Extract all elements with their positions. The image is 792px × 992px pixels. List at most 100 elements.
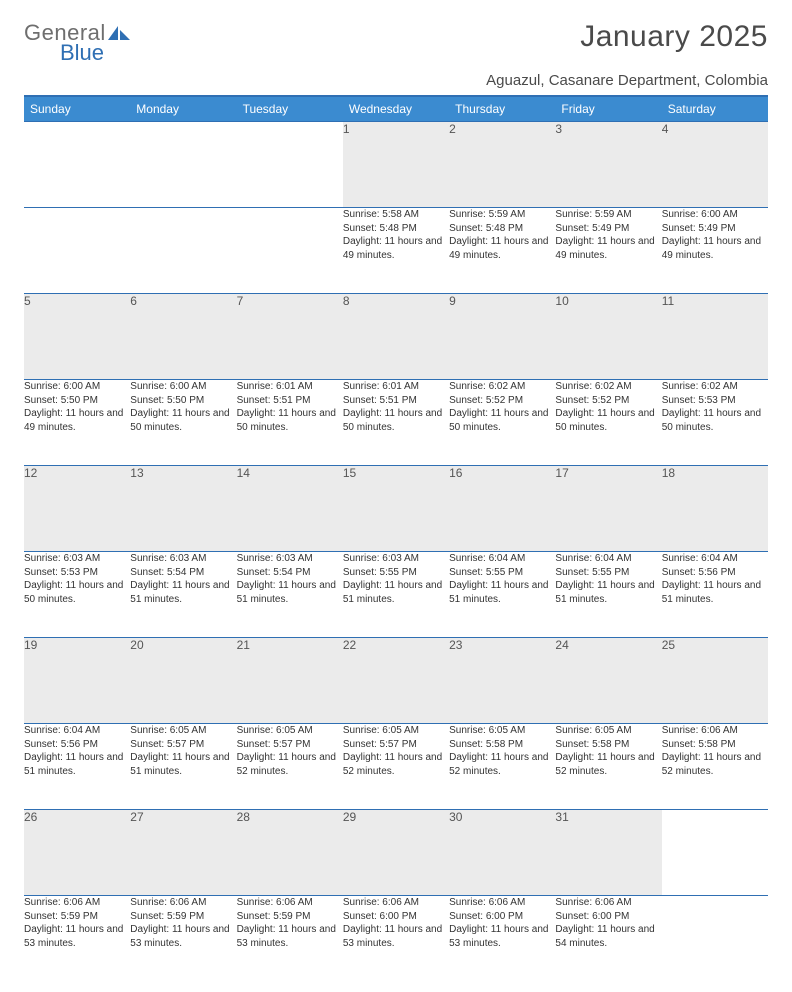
sunrise-line: Sunrise: 5:59 AM: [555, 208, 661, 222]
day-detail-row: Sunrise: 5:58 AMSunset: 5:48 PMDaylight:…: [24, 208, 768, 294]
sunrise-line: Sunrise: 6:06 AM: [24, 896, 130, 910]
daylight-line: Daylight: 11 hours and 50 minutes.: [555, 407, 661, 434]
day-detail-cell: Sunrise: 6:00 AMSunset: 5:49 PMDaylight:…: [662, 208, 768, 294]
day-detail-cell: Sunrise: 5:59 AMSunset: 5:48 PMDaylight:…: [449, 208, 555, 294]
day-number-cell: 21: [237, 638, 343, 724]
daylight-line: Daylight: 11 hours and 53 minutes.: [130, 923, 236, 950]
sunrise-line: Sunrise: 6:05 AM: [130, 724, 236, 738]
day-number-cell: 14: [237, 466, 343, 552]
day-detail-cell: Sunrise: 6:05 AMSunset: 5:57 PMDaylight:…: [237, 724, 343, 810]
day-number-cell: 11: [662, 294, 768, 380]
day-number-cell: 29: [343, 810, 449, 896]
sunrise-line: Sunrise: 6:04 AM: [555, 552, 661, 566]
day-detail-cell: [130, 208, 236, 294]
day-number-cell: 31: [555, 810, 661, 896]
sunrise-line: Sunrise: 6:04 AM: [449, 552, 555, 566]
day-number-cell: 13: [130, 466, 236, 552]
sunrise-line: Sunrise: 6:03 AM: [343, 552, 449, 566]
day-detail-cell: [24, 208, 130, 294]
day-detail-row: Sunrise: 6:04 AMSunset: 5:56 PMDaylight:…: [24, 724, 768, 810]
weekday-header: Friday: [555, 97, 661, 122]
day-number-cell: 17: [555, 466, 661, 552]
daylight-line: Daylight: 11 hours and 50 minutes.: [662, 407, 768, 434]
sunrise-line: Sunrise: 6:00 AM: [662, 208, 768, 222]
daylight-line: Daylight: 11 hours and 52 minutes.: [555, 751, 661, 778]
daylight-line: Daylight: 11 hours and 51 minutes.: [24, 751, 130, 778]
daylight-line: Daylight: 11 hours and 50 minutes.: [449, 407, 555, 434]
sunset-line: Sunset: 5:58 PM: [449, 738, 555, 752]
daylight-line: Daylight: 11 hours and 51 minutes.: [130, 579, 236, 606]
logo-sail-icon: [108, 24, 130, 42]
day-number-cell: 1: [343, 122, 449, 208]
sunset-line: Sunset: 5:55 PM: [449, 566, 555, 580]
day-number-cell: [662, 810, 768, 896]
calendar-table: Sunday Monday Tuesday Wednesday Thursday…: [24, 97, 768, 982]
sunrise-line: Sunrise: 6:05 AM: [343, 724, 449, 738]
day-detail-cell: Sunrise: 5:58 AMSunset: 5:48 PMDaylight:…: [343, 208, 449, 294]
weekday-header: Saturday: [662, 97, 768, 122]
day-number-cell: 15: [343, 466, 449, 552]
logo-text-blue: Blue: [60, 40, 104, 65]
day-number-cell: 24: [555, 638, 661, 724]
daylight-line: Daylight: 11 hours and 53 minutes.: [237, 923, 343, 950]
sunset-line: Sunset: 6:00 PM: [343, 910, 449, 924]
day-detail-cell: Sunrise: 6:03 AMSunset: 5:55 PMDaylight:…: [343, 552, 449, 638]
daylight-line: Daylight: 11 hours and 53 minutes.: [343, 923, 449, 950]
day-number-cell: 7: [237, 294, 343, 380]
sunrise-line: Sunrise: 6:01 AM: [343, 380, 449, 394]
day-number-cell: 2: [449, 122, 555, 208]
sunset-line: Sunset: 6:00 PM: [449, 910, 555, 924]
daylight-line: Daylight: 11 hours and 51 minutes.: [343, 579, 449, 606]
sunset-line: Sunset: 5:57 PM: [130, 738, 236, 752]
sunrise-line: Sunrise: 6:02 AM: [662, 380, 768, 394]
day-number-cell: 4: [662, 122, 768, 208]
daylight-line: Daylight: 11 hours and 51 minutes.: [662, 579, 768, 606]
sunrise-line: Sunrise: 6:01 AM: [237, 380, 343, 394]
daylight-line: Daylight: 11 hours and 50 minutes.: [343, 407, 449, 434]
day-number-row: 262728293031: [24, 810, 768, 896]
day-detail-row: Sunrise: 6:03 AMSunset: 5:53 PMDaylight:…: [24, 552, 768, 638]
day-detail-cell: Sunrise: 5:59 AMSunset: 5:49 PMDaylight:…: [555, 208, 661, 294]
day-detail-cell: Sunrise: 6:06 AMSunset: 5:59 PMDaylight:…: [237, 896, 343, 982]
sunrise-line: Sunrise: 6:04 AM: [24, 724, 130, 738]
day-detail-cell: Sunrise: 6:06 AMSunset: 5:59 PMDaylight:…: [130, 896, 236, 982]
day-detail-row: Sunrise: 6:00 AMSunset: 5:50 PMDaylight:…: [24, 380, 768, 466]
sunrise-line: Sunrise: 6:04 AM: [662, 552, 768, 566]
daylight-line: Daylight: 11 hours and 50 minutes.: [24, 579, 130, 606]
sunrise-line: Sunrise: 6:00 AM: [130, 380, 236, 394]
sunset-line: Sunset: 5:59 PM: [237, 910, 343, 924]
sunrise-line: Sunrise: 6:03 AM: [130, 552, 236, 566]
sunset-line: Sunset: 5:54 PM: [237, 566, 343, 580]
sunset-line: Sunset: 5:53 PM: [24, 566, 130, 580]
day-detail-cell: Sunrise: 6:03 AMSunset: 5:53 PMDaylight:…: [24, 552, 130, 638]
day-number-cell: 18: [662, 466, 768, 552]
day-detail-cell: Sunrise: 6:04 AMSunset: 5:55 PMDaylight:…: [449, 552, 555, 638]
sunset-line: Sunset: 5:55 PM: [555, 566, 661, 580]
weekday-header-row: Sunday Monday Tuesday Wednesday Thursday…: [24, 97, 768, 122]
day-number-cell: [24, 122, 130, 208]
sunset-line: Sunset: 5:49 PM: [555, 222, 661, 236]
sunset-line: Sunset: 5:48 PM: [343, 222, 449, 236]
sunset-line: Sunset: 5:51 PM: [343, 394, 449, 408]
day-number-cell: 20: [130, 638, 236, 724]
day-number-cell: [237, 122, 343, 208]
sunrise-line: Sunrise: 6:06 AM: [449, 896, 555, 910]
daylight-line: Daylight: 11 hours and 53 minutes.: [24, 923, 130, 950]
day-number-cell: 16: [449, 466, 555, 552]
day-number-cell: 9: [449, 294, 555, 380]
sunset-line: Sunset: 5:58 PM: [555, 738, 661, 752]
daylight-line: Daylight: 11 hours and 54 minutes.: [555, 923, 661, 950]
day-detail-cell: Sunrise: 6:06 AMSunset: 6:00 PMDaylight:…: [449, 896, 555, 982]
day-number-cell: 3: [555, 122, 661, 208]
day-number-cell: 30: [449, 810, 555, 896]
day-number-row: 1234: [24, 122, 768, 208]
sunrise-line: Sunrise: 6:02 AM: [449, 380, 555, 394]
sunset-line: Sunset: 5:50 PM: [24, 394, 130, 408]
day-detail-cell: Sunrise: 6:03 AMSunset: 5:54 PMDaylight:…: [130, 552, 236, 638]
sunrise-line: Sunrise: 6:05 AM: [237, 724, 343, 738]
sunset-line: Sunset: 5:54 PM: [130, 566, 236, 580]
sunset-line: Sunset: 5:50 PM: [130, 394, 236, 408]
daylight-line: Daylight: 11 hours and 50 minutes.: [237, 407, 343, 434]
day-detail-cell: Sunrise: 6:00 AMSunset: 5:50 PMDaylight:…: [24, 380, 130, 466]
day-number-cell: 12: [24, 466, 130, 552]
